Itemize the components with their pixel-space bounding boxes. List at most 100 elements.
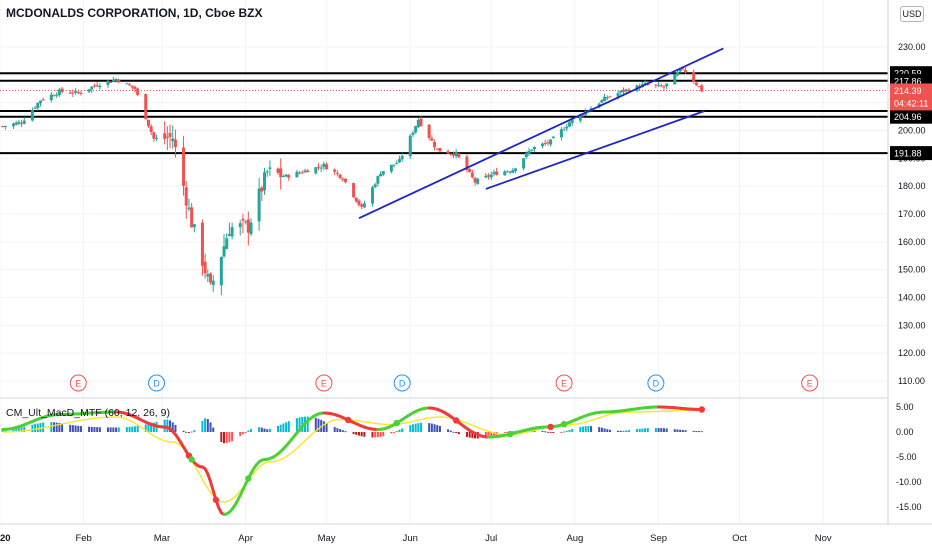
candle-body <box>1 126 5 128</box>
macd-cross-dot <box>188 456 195 463</box>
candle-body <box>700 85 704 92</box>
candle-body <box>335 172 339 174</box>
macd-cross-dot <box>393 419 400 427</box>
earnings-marker <box>801 374 819 392</box>
macd-histogram-bar <box>314 417 317 432</box>
macd-histogram-bar <box>239 432 242 437</box>
candle-body <box>395 163 399 165</box>
macd-histogram-bar <box>587 426 590 432</box>
candle-body <box>570 119 574 124</box>
candle-body <box>14 122 18 125</box>
macd-histogram-bar <box>77 425 80 432</box>
currency-badge[interactable]: USD <box>900 6 924 22</box>
candle-body <box>173 139 177 148</box>
macd-histogram-bar <box>549 432 552 433</box>
macd-histogram-bar <box>608 429 611 432</box>
candle-body <box>268 167 272 169</box>
candle-body <box>508 171 512 173</box>
candle-body <box>551 136 555 139</box>
macd-histogram-bar <box>390 432 393 434</box>
candle-body <box>230 227 234 237</box>
macd-histogram-bar <box>398 429 401 432</box>
current-price-tag <box>890 83 932 111</box>
candle-body <box>187 207 191 210</box>
macd-histogram-bar <box>409 425 412 432</box>
macd-histogram-bar <box>88 426 91 432</box>
macd-line-segment <box>209 480 215 493</box>
macd-histogram-bar <box>106 427 109 432</box>
macd-histogram-bar <box>635 429 638 432</box>
macd-histogram-bar <box>646 428 649 432</box>
macd-histogram-bar <box>201 420 204 432</box>
candle-body <box>457 153 461 158</box>
macd-histogram-bar <box>147 423 150 432</box>
candle-body <box>30 109 34 121</box>
time-tick-label: 2020 <box>0 533 11 544</box>
macd-histogram-bar <box>433 424 436 432</box>
candle-body <box>295 171 299 178</box>
macd-histogram-bar <box>528 429 531 432</box>
candle-body <box>495 171 499 176</box>
candle-body <box>392 164 396 166</box>
price-tick-label: 170.00 <box>898 209 926 219</box>
candle-body <box>603 96 607 102</box>
candle-body <box>76 92 80 94</box>
candle-body <box>184 187 188 206</box>
candle-body <box>325 164 329 170</box>
macd-histogram-bar <box>266 429 269 432</box>
candle-body <box>492 172 496 174</box>
candle-body <box>95 85 99 87</box>
macd-histogram-bar <box>560 432 563 433</box>
candle-body <box>484 175 488 178</box>
candle-body <box>298 172 302 174</box>
macd-histogram-bar <box>285 422 288 432</box>
candle-body <box>227 234 231 236</box>
macd-histogram-bar <box>228 432 231 443</box>
candle-body <box>117 79 121 83</box>
candle-body <box>92 85 96 87</box>
candle-body <box>692 71 696 82</box>
candle-body <box>38 100 42 104</box>
macd-cross-dot <box>452 417 460 424</box>
event-label: E <box>807 379 813 389</box>
macd-histogram-bar <box>681 429 684 432</box>
candle-body <box>238 223 242 228</box>
candle-body <box>200 222 204 266</box>
macd-tick-label: -5.00 <box>896 452 917 462</box>
macd-histogram-bar <box>455 432 458 433</box>
macd-histogram-bar <box>39 423 42 432</box>
candle-body <box>171 138 175 142</box>
macd-histogram-bar <box>598 427 601 432</box>
macd-histogram-bar <box>74 425 77 432</box>
candle-body <box>149 126 153 132</box>
candle-body <box>473 177 477 183</box>
candle-body <box>106 80 110 85</box>
macd-histogram-bar <box>93 427 96 432</box>
horizontal-levels <box>0 72 888 155</box>
candle-body <box>408 135 412 157</box>
macd-histogram-bar <box>355 432 358 435</box>
candle-body <box>133 86 137 89</box>
macd-histogram-bar <box>287 421 290 432</box>
candle-body <box>314 167 318 174</box>
candle-body <box>697 86 701 88</box>
candle-body <box>114 79 118 81</box>
candle-body <box>98 85 102 88</box>
candle-body <box>527 150 531 154</box>
candle-body <box>673 74 677 85</box>
macd-histogram-bar <box>449 430 452 432</box>
macd-histogram-bar <box>428 423 431 432</box>
macd-histogram-bar <box>23 426 26 432</box>
macd-histogram-bar <box>401 428 404 432</box>
candle-body <box>503 171 507 176</box>
macd-histogram-bar <box>128 426 131 432</box>
candle-body <box>125 83 129 85</box>
trendlines <box>358 47 724 219</box>
candle-body <box>530 149 534 152</box>
event-label: E <box>561 379 567 389</box>
macd-histogram-bar <box>619 430 622 432</box>
candle-body <box>659 85 663 87</box>
level-price-tag <box>890 109 932 124</box>
candle-body <box>11 123 15 127</box>
macd-histogram-bar <box>684 430 687 432</box>
